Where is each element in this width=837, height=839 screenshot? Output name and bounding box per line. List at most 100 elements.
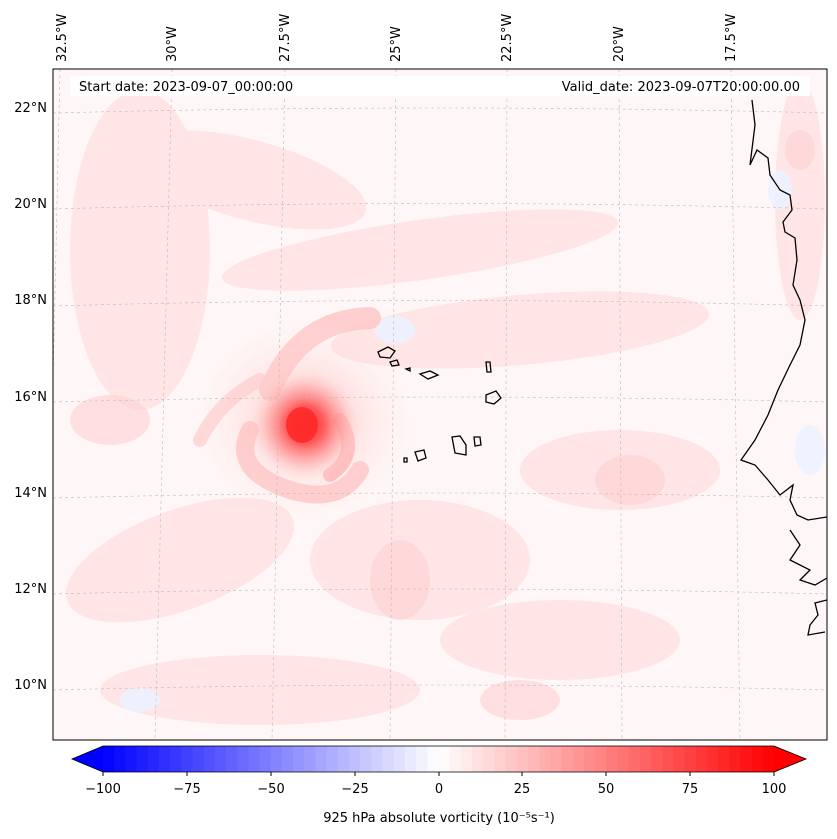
colorbar-cell — [203, 746, 216, 772]
colorbar-cell — [583, 746, 596, 772]
colorbar-tick-label: −75 — [173, 782, 200, 797]
colorbar-cell — [762, 746, 775, 772]
colorbar-cell — [595, 746, 607, 772]
colorbar-cell — [237, 746, 249, 772]
vorticity-field — [53, 69, 827, 740]
lon-label: 32.5°W — [55, 14, 70, 62]
colorbar-tick-label: −100 — [85, 782, 121, 797]
start-date-label: Start date: 2023-09-07_00:00:00 — [79, 80, 293, 95]
colorbar-cell — [315, 746, 328, 772]
lat-label: 22°N — [14, 101, 47, 116]
colorbar-cell — [393, 746, 406, 772]
colorbar-cell — [192, 746, 205, 772]
colorbar-cell — [561, 746, 574, 772]
colorbar-cell — [214, 746, 227, 772]
lon-label: 27.5°W — [278, 14, 293, 62]
colorbar-cell — [337, 746, 350, 772]
lon-label: 30°W — [165, 26, 180, 62]
colorbar-cell — [516, 746, 529, 772]
colorbar-tick-label: 50 — [598, 782, 615, 797]
colorbar-cell — [382, 746, 395, 772]
colorbar-cells — [103, 746, 775, 772]
colorbar-cell — [360, 746, 372, 772]
lon-label: 22.5°W — [500, 14, 515, 62]
lat-label: 16°N — [14, 390, 47, 405]
colorbar: −100 −75 −50 −25 0 25 50 75 100 925 hPa … — [70, 745, 808, 826]
map-frame — [52, 68, 828, 741]
colorbar-max-extend — [774, 746, 806, 772]
colorbar-cell — [326, 746, 339, 772]
lat-label: 14°N — [14, 486, 47, 501]
lat-label: 10°N — [14, 678, 47, 693]
colorbar-tick-label: 100 — [762, 782, 787, 797]
colorbar-cell — [281, 746, 294, 772]
colorbar-cell — [527, 746, 540, 772]
colorbar-cell — [662, 746, 674, 772]
colorbar-cell — [684, 746, 697, 772]
longitude-labels: 32.5°W 30°W 27.5°W 25°W 22.5°W 20°W 17.5… — [55, 14, 739, 62]
colorbar-cell — [427, 746, 440, 772]
colorbar-tick-label: −25 — [341, 782, 368, 797]
lon-label: 25°W — [389, 26, 404, 62]
valid-date-label: Valid_date: 2023-09-07T20:00:00.00 — [562, 80, 800, 95]
colorbar-cell — [673, 746, 686, 772]
colorbar-cell — [416, 746, 428, 772]
colorbar-cell — [114, 746, 126, 772]
colorbar-cell — [170, 746, 182, 772]
colorbar-cell — [706, 746, 719, 772]
colorbar-cell — [438, 746, 451, 772]
colorbar-cell — [472, 746, 484, 772]
colorbar-cell — [639, 746, 652, 772]
cape-verde-islands — [377, 346, 502, 463]
colorbar-cell — [505, 746, 518, 772]
colorbar-cell — [125, 746, 138, 772]
header-strip — [70, 76, 810, 96]
colorbar-cell — [460, 746, 473, 772]
colorbar-min-extend — [72, 746, 103, 772]
colorbar-cell — [751, 746, 764, 772]
colorbar-cell — [248, 746, 261, 772]
lon-label: 17.5°W — [724, 14, 739, 62]
colorbar-cell — [650, 746, 663, 772]
lat-label: 18°N — [14, 293, 47, 308]
colorbar-cell — [606, 746, 619, 772]
colorbar-cell — [226, 746, 238, 772]
lat-label: 20°N — [14, 197, 47, 212]
colorbar-cell — [371, 746, 384, 772]
colorbar-cell — [293, 746, 305, 772]
colorbar-cell — [729, 746, 742, 772]
negative-vorticity-patches — [120, 170, 825, 712]
colorbar-cell — [270, 746, 283, 772]
colorbar-cell — [103, 746, 115, 772]
colorbar-cell — [304, 746, 317, 772]
colorbar-tick-label: 25 — [514, 782, 531, 797]
colorbar-cell — [539, 746, 551, 772]
colorbar-cell — [449, 746, 462, 772]
colorbar-cell — [718, 746, 730, 772]
africa-coastline — [739, 99, 827, 636]
colorbar-cell — [147, 746, 160, 772]
graticule — [53, 69, 827, 740]
colorbar-cell — [572, 746, 585, 772]
colorbar-tick-label: 75 — [682, 782, 699, 797]
colorbar-cell — [695, 746, 708, 772]
colorbar-cell — [349, 746, 361, 772]
colorbar-cell — [628, 746, 641, 772]
colorbar-cell — [617, 746, 630, 772]
colorbar-cell — [158, 746, 171, 772]
colorbar-cell — [550, 746, 563, 772]
colorbar-ticks: −100 −75 −50 −25 0 25 50 75 100 — [85, 772, 786, 797]
colorbar-cell — [740, 746, 753, 772]
coastlines — [377, 99, 827, 636]
vorticity-patches — [70, 130, 815, 720]
colorbar-cell — [483, 746, 496, 772]
colorbar-tick-label: 0 — [435, 782, 443, 797]
colorbar-cell — [259, 746, 272, 772]
colorbar-cell — [494, 746, 507, 772]
colorbar-cell — [181, 746, 194, 772]
colorbar-cell — [136, 746, 149, 772]
lon-label: 20°W — [612, 26, 627, 62]
vorticity-maximum — [286, 407, 318, 443]
colorbar-tick-label: −50 — [257, 782, 284, 797]
